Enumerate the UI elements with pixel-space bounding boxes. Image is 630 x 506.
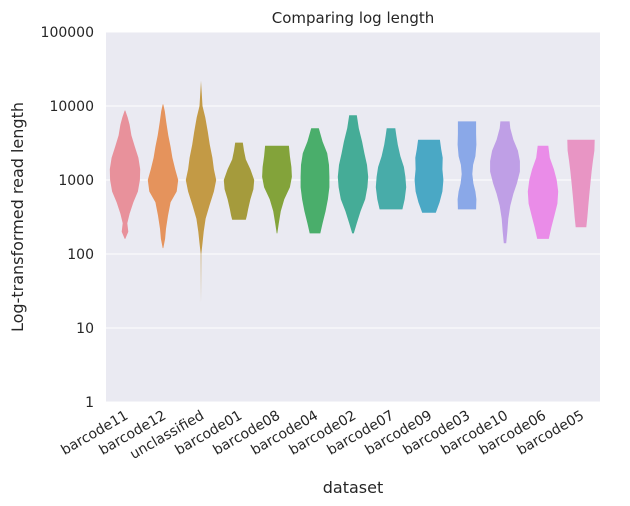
y-tick-label: 10: [76, 321, 94, 337]
violin-barcode03: [457, 121, 477, 210]
y-tick-labels: 1 10 100 1000 10000 100000: [41, 25, 94, 411]
violin-barcode09: [414, 139, 444, 213]
x-tick-labels: barcode11barcode12unclassifiedbarcode01b…: [58, 408, 587, 463]
chart-title: Comparing log length: [272, 9, 435, 27]
violin-barcode08: [262, 145, 292, 234]
y-tick-label: 1: [85, 395, 94, 411]
violin-barcode11: [109, 110, 141, 239]
violin-barcode06: [527, 145, 559, 239]
violin-unclassified: [185, 80, 217, 303]
y-axis-label: Log-transformed read length: [8, 102, 27, 332]
violin-barcode02: [337, 115, 369, 234]
violin-barcode10: [490, 121, 520, 244]
violin-barcode05: [567, 139, 595, 228]
y-tick-label: 100: [67, 247, 94, 263]
violin-barcode01: [223, 142, 255, 220]
violin-barcode07: [375, 128, 407, 210]
violins: [109, 80, 595, 303]
violin-barcode04: [300, 128, 330, 234]
violin-barcode12: [147, 104, 179, 249]
y-tick-label: 10000: [49, 99, 94, 115]
y-tick-label: 1000: [58, 173, 94, 189]
y-tick-label: 100000: [41, 25, 94, 41]
x-axis-label: dataset: [323, 478, 384, 497]
